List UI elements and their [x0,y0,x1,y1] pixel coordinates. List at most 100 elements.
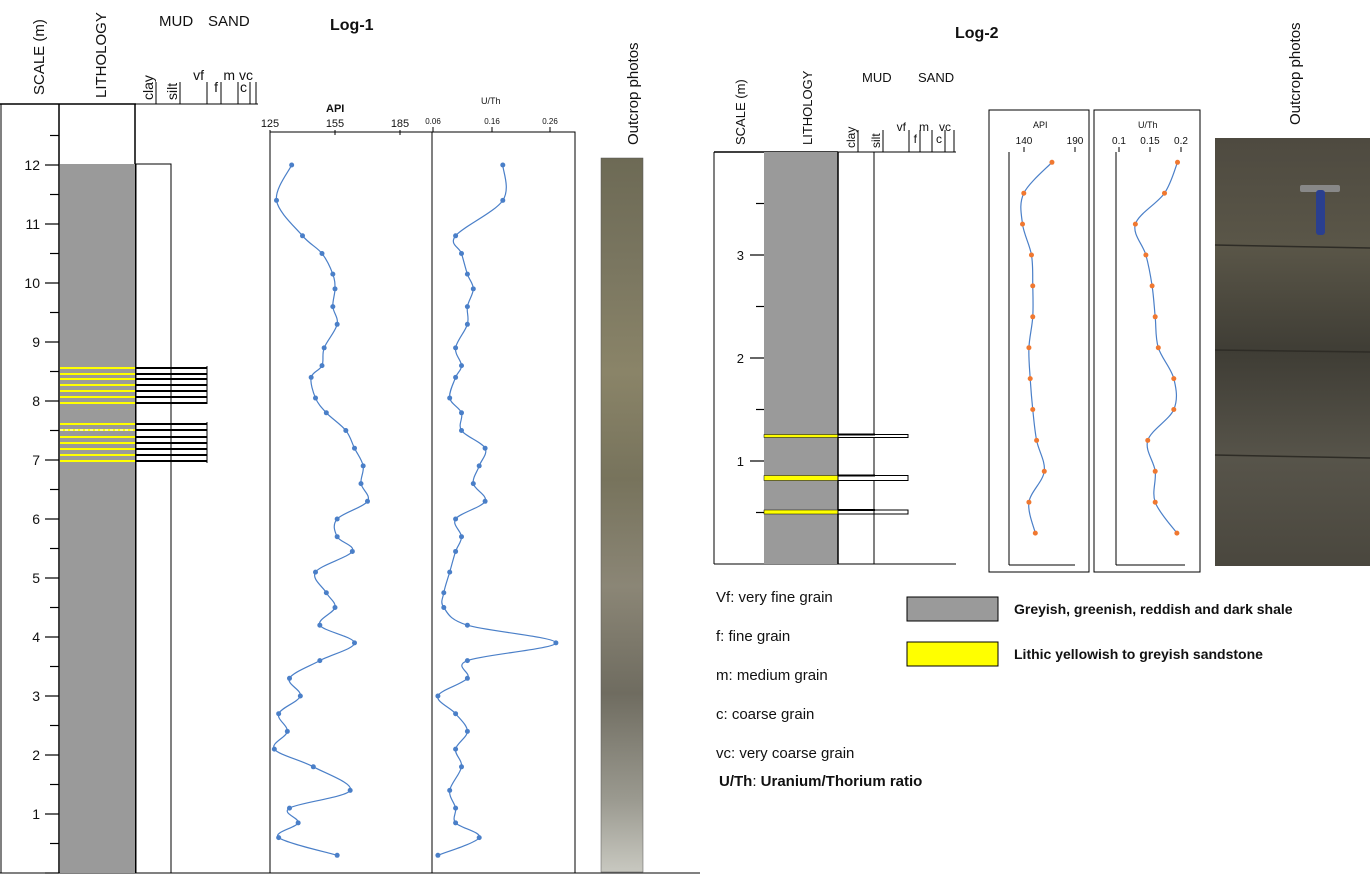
log1-uth-frame [431,131,576,874]
log2-uth-point [1174,530,1180,536]
log1-api-line [273,164,369,856]
log2-uth-point [1143,252,1149,258]
log1-uth-point [470,481,476,487]
grain-size-label: c [240,79,247,95]
log1-scale-tick-label: 7 [32,452,40,468]
log1-sandstone-beds [60,366,208,463]
abbreviation-text: very coarse grain [739,745,854,762]
abbreviation-key: vc [716,745,732,762]
log1-uth-point [464,304,470,310]
log1-title: Log-1 [330,17,374,34]
log2-scale-label: SCALE (m) [733,79,748,145]
log2-api-ticks: 140 190 [1016,136,1084,152]
log2-uth-ticks-label: 0.15 [1140,136,1160,147]
log1-scale-tick-label: 5 [32,570,40,586]
hammer-icon [1300,185,1340,235]
log1-api-point [334,534,340,540]
log1-grain-bar [135,163,172,874]
log1-scale-tick-label: 11 [25,216,40,232]
log2-scale-tick-label: 1 [737,454,744,469]
log1-uth-point [459,764,464,770]
log1-uth-point [453,516,459,522]
log1-api-ticks: 125 155 185 [261,118,409,135]
log1-uth-point [453,548,459,554]
log1-api-point [330,304,336,310]
log1-api-point [313,569,318,575]
log2-uth-curve [1132,159,1181,536]
log1-api-point [317,658,323,664]
grain-size-label: f [914,132,918,146]
log2-api-point [1028,252,1034,258]
grain-size-label: c [936,132,942,146]
log1-sand-label: SAND [208,13,250,30]
log1-api-point [287,675,292,681]
log2-api-line [1020,161,1053,534]
log1-uth-point [435,693,441,699]
log1-api-point [319,251,325,256]
legend-swatch [906,596,999,622]
log2-uth-frame [1093,109,1201,573]
log2-api-ticks-label: 140 [1016,136,1033,147]
log1-api-point [317,622,323,628]
log2-grain-bar [837,151,875,565]
log1-uth-point [441,590,447,596]
log1-uth-point [464,622,470,628]
log2-uth-point [1175,159,1181,165]
log1-api-point [334,852,340,858]
abbreviation-key: m [716,667,729,684]
grain-size-label: m [223,67,235,83]
log1-uth-curve [435,162,559,858]
log1-uth-point [476,463,482,469]
log1-scale-tick-label: 12 [24,157,40,173]
log2-uth-point [1171,376,1177,382]
log1-uth-point [482,498,488,504]
grain-size-label: clay [140,75,156,100]
log1-api-point [297,693,303,699]
log2-uth-point [1152,499,1158,505]
abbreviations-key: Vf: very fine grain f: fine grain m: mediu… [716,589,922,790]
log2-mud-label: MUD [862,70,892,85]
abbreviation-colon: : [720,628,728,645]
log2-uth-ticks-label: 0.1 [1112,136,1126,147]
log2-uth-point [1152,314,1158,320]
log2-api-point [1041,468,1047,474]
log2-title: Log-2 [955,25,999,42]
log1-api-point [332,286,338,292]
abbreviation-colon: : [752,773,760,790]
log1-uth-ticks-label: 0.06 [425,117,441,126]
log1-api-point [276,711,282,717]
log1-uth-point [464,271,470,277]
log1-mud-label: MUD [159,13,193,30]
abbreviation-item: U/Th: Uranium/Thorium ratio [719,773,922,790]
log2-api-point [1021,190,1027,196]
abbreviation-key: f [716,628,721,645]
log1-api-point [276,835,282,841]
log2-api-ticks-label: 190 [1067,136,1084,147]
abbreviation-colon: : [731,745,739,762]
log1-uth-point [500,197,506,203]
abbreviation-text: very fine grain [739,589,833,606]
log1-api-point [334,321,340,327]
log1-api-point [332,605,338,610]
log2-sandstone-beds [763,433,909,564]
abbreviation-item: Vf: very fine grain [716,589,833,606]
log1-api-point [352,640,357,646]
legend-swatch [906,641,999,667]
log1-uth-point [464,658,470,664]
log1-uth-point [453,820,459,826]
log1-api-frame [269,131,433,874]
log1-uth-point [453,374,459,380]
log1-scale-tick-label: 9 [32,334,40,350]
abbreviation-key: Vf [716,589,731,606]
log1-uth-point [435,852,441,858]
legend-label: Greyish, greenish, reddish and dark shal… [1014,601,1293,617]
log2-api-point [1030,407,1036,412]
log2-uth-ticks: 0.1 0.15 0.2 [1112,136,1188,152]
log1-api-point [349,548,355,554]
log1-api-point [289,162,295,168]
log1-api-point [321,345,327,351]
abbreviation-item: c: coarse grain [716,706,814,723]
log1-api-curve [271,162,370,858]
log1-uth-point [500,162,506,168]
